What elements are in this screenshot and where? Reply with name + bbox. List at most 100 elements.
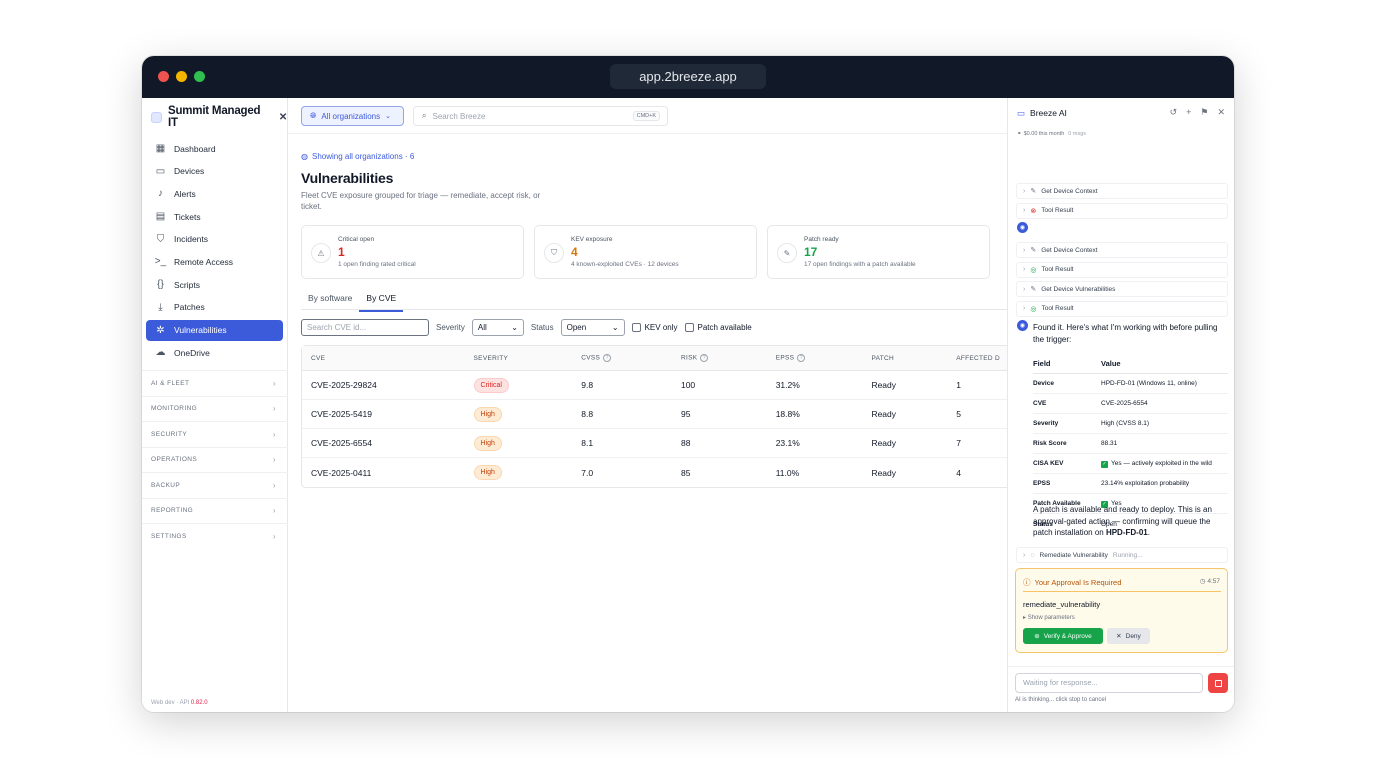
sidebar-group[interactable]: BACKUP › — [142, 472, 288, 498]
card-description: 4 known-exploited CVEs · 12 devices — [571, 261, 679, 268]
wrench-icon: ✎ — [1030, 188, 1037, 195]
chevron-right-icon: › — [272, 506, 276, 516]
stop-button[interactable] — [1208, 673, 1228, 693]
device-summary-table: Field Value Device HPD-FD-01 (Windows 11, o… — [1033, 354, 1228, 534]
org-selector[interactable]: 🌐︎ All organizations ⌄ — [301, 106, 404, 126]
sidebar-group[interactable]: MONITORING › — [142, 395, 288, 422]
sidebar-item-label: Scripts — [174, 279, 200, 290]
ticket-icon: ▤ — [155, 211, 166, 223]
sidebar-item-devices[interactable]: ▭ Devices — [146, 161, 283, 182]
ai-panel: ▭ Breeze AI ↺ + ⚑ ✕ ⚭ $0.00 this month 0 m… — [1007, 98, 1234, 712]
affected-cell: 7 — [956, 438, 961, 448]
kv-row: Patch Available ✓ Yes — [1033, 494, 1228, 514]
approval-card: ⓘ Your Approval Is Required ◷ 4:57 remed… — [1015, 568, 1228, 653]
sidebar-item-incidents[interactable]: ⛉ Incidents — [146, 229, 283, 250]
sidebar-item-alerts[interactable]: ♪ Alerts — [146, 183, 283, 204]
column-header[interactable]: AFFECTED D — [956, 354, 1001, 362]
cve-cell: CVE-2025-29824 — [311, 380, 377, 390]
summary-card[interactable]: ✎ Patch ready 17 17 open findings with a pa… — [767, 225, 990, 279]
deny-button[interactable]: ✕ Deny — [1107, 628, 1150, 644]
tool-call[interactable]: › ✎ Get Device Vulnerabilities — [1016, 281, 1228, 297]
org-scope-link[interactable]: ◍ Showing all organizations · 6 — [301, 152, 415, 161]
chat-input[interactable]: Waiting for response... — [1015, 673, 1203, 693]
chevron-right-icon: › — [272, 455, 276, 465]
cve-cell: CVE-2025-5419 — [311, 409, 372, 419]
sidebar-item-onedrive[interactable]: ☁ OneDrive — [146, 342, 283, 363]
sidebar-item-label: Alerts — [174, 188, 196, 199]
chevron-right-icon: › — [1023, 207, 1026, 214]
tool-call[interactable]: › ◎ Tool Result — [1016, 261, 1228, 278]
patch-available-checkbox[interactable] — [684, 323, 694, 332]
sidebar-item-tickets[interactable]: ▤ Tickets — [146, 206, 283, 227]
flag-icon[interactable]: ⚑ — [1200, 107, 1209, 117]
tool-call[interactable]: › ✎ Get Device Context — [1016, 242, 1228, 258]
search-input[interactable]: Search Breeze — [432, 111, 486, 121]
tab-by-software[interactable]: By software — [308, 293, 353, 303]
link-icon: ⚭ — [1017, 131, 1022, 137]
url-bar[interactable]: app.2breeze.app — [610, 64, 766, 89]
browser-window: app.2breeze.app Summit Managed IT ✕ ▦ Das… — [142, 56, 1234, 712]
wrench-icon: ✎ — [777, 243, 797, 263]
severity-cell: High — [473, 406, 582, 422]
wrench-icon: ✎ — [1030, 247, 1037, 254]
tool-call[interactable]: › ◎ Tool Result — [1016, 300, 1228, 317]
column-header[interactable]: RISK? — [681, 354, 776, 362]
sidebar-group[interactable]: SECURITY › — [142, 421, 288, 447]
column-header[interactable]: EPSS? — [776, 354, 872, 362]
org-switcher[interactable]: Summit Managed IT ✕ — [151, 105, 287, 129]
cve-table: CVE SEVERITY CVSS? RISK? EPSS? PATCH AFFECTED … — [301, 345, 1007, 488]
severity-select[interactable]: All ⌄ — [471, 319, 524, 336]
tab-by-cve[interactable]: By CVE — [359, 289, 404, 312]
sidebar-group[interactable]: SETTINGS › — [142, 523, 288, 549]
close-window-button[interactable] — [158, 71, 169, 82]
ai-closing-message: A patch is available and ready to deploy… — [1033, 505, 1212, 537]
column-header[interactable]: CVSS? — [581, 354, 681, 362]
minimize-window-button[interactable] — [176, 71, 187, 82]
sidebar-item-dashboard[interactable]: ▦ Dashboard — [146, 138, 283, 159]
sidebar-item-vulnerabilities[interactable]: ✲ Vulnerabilities — [146, 319, 283, 341]
clock-icon: ◷ — [1199, 578, 1206, 585]
status-select[interactable]: Open ⌄ — [560, 319, 625, 336]
close-icon[interactable]: ✕ — [1217, 107, 1225, 117]
global-search[interactable]: ⌕ Search Breeze CMD+K — [413, 106, 668, 126]
remediate-tool-call[interactable]: › ◌ Remediate Vulnerability Running... — [1016, 547, 1228, 563]
sidebar-group[interactable]: REPORTING › — [142, 497, 288, 524]
risk-cell: 85 — [680, 467, 691, 478]
tabs-divider — [301, 309, 1007, 310]
column-header[interactable]: SEVERITY — [473, 354, 509, 362]
sidebar-group[interactable]: AI & FLEET › — [142, 370, 288, 396]
new-chat-icon[interactable]: + — [1186, 107, 1192, 117]
tool-call[interactable]: › ⊗ Tool Result — [1016, 202, 1228, 219]
severity-badge: High — [473, 406, 502, 422]
kv-header: Field Value — [1033, 354, 1228, 374]
kev-only-checkbox[interactable] — [631, 323, 641, 332]
column-header[interactable]: CVE — [311, 354, 326, 362]
summary-card[interactable]: ⚠ Critical open 1 1 open finding rated crit… — [301, 225, 524, 279]
history-icon[interactable]: ↺ — [1169, 107, 1178, 117]
tool-call[interactable]: › ✎ Get Device Context — [1016, 183, 1228, 199]
card-description: 1 open finding rated critical — [338, 261, 416, 268]
table-row[interactable]: CVE-2025-29824 Critical 9.8 100 31.2% Ready 1 — [302, 371, 1007, 400]
summary-card[interactable]: ⛉ KEV exposure 4 4 known-exploited CVEs · 1… — [534, 225, 757, 279]
sidebar-item-patches[interactable]: ⤓ Patches — [146, 297, 283, 318]
check-circle-icon: ◎ — [1030, 305, 1037, 313]
sidebar-item-scripts[interactable]: {} Scripts — [146, 274, 283, 295]
kev-only-label: KEV only — [644, 323, 678, 332]
table-row[interactable]: CVE-2025-0411 High 7.0 85 11.0% Ready 4 — [302, 458, 1007, 487]
cve-cell: CVE-2025-0411 — [311, 467, 372, 478]
column-header[interactable]: PATCH — [871, 354, 895, 362]
risk-cell: 100 — [680, 380, 696, 390]
sidebar-item-remote-access[interactable]: >_ Remote Access — [146, 251, 283, 272]
show-parameters-toggle[interactable]: ▸ Show parameters — [1023, 615, 1075, 621]
epss-cell: 18.8% — [775, 409, 800, 419]
sidebar-group[interactable]: OPERATIONS › — [142, 446, 288, 473]
card-description: 17 open findings with a patch available — [804, 261, 916, 268]
view-tabs: By software By CVE — [301, 289, 404, 312]
table-row[interactable]: CVE-2025-5419 High 8.8 95 18.8% Ready 5 — [302, 400, 1007, 429]
patch-cell: Ready — [871, 409, 897, 419]
verify-approve-button[interactable]: ⊛ Verify & Approve — [1023, 628, 1103, 644]
table-row[interactable]: CVE-2025-6554 High 8.1 88 23.1% Ready 7 — [302, 429, 1007, 458]
maximize-window-button[interactable] — [194, 71, 205, 82]
thinking-status: AI is thinking... click stop to cancel — [1015, 697, 1107, 703]
cve-search-input[interactable]: Search CVE id... — [301, 319, 429, 336]
